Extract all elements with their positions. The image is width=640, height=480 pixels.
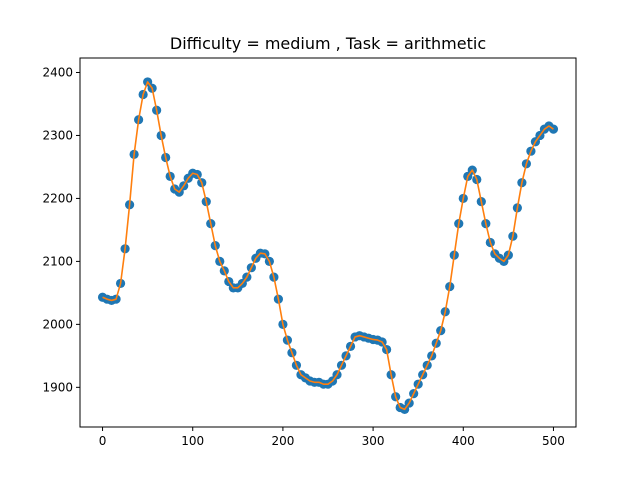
- y-tick-label: 2000: [42, 317, 73, 331]
- y-tick-label: 2300: [42, 128, 73, 142]
- plot-area: [97, 77, 559, 414]
- x-tick-label: 200: [271, 434, 294, 448]
- y-tick-label: 1900: [42, 380, 73, 394]
- x-tick-label: 100: [181, 434, 204, 448]
- series-line: [102, 81, 554, 411]
- y-tick-label: 2200: [42, 191, 73, 205]
- x-tick-label: 400: [452, 434, 475, 448]
- x-tick-label: 500: [542, 434, 565, 448]
- axes: 0 100 200 300 400 500 1900 2000 2100 2200 2300 2400: [42, 57, 577, 448]
- axes-frame: [79, 57, 577, 428]
- x-tick-label: 0: [99, 434, 107, 448]
- x-tick-label: 300: [362, 434, 385, 448]
- y-tick-label: 2100: [42, 254, 73, 268]
- y-tick-label: 2400: [42, 65, 73, 79]
- chart-title: Difficulty = medium , Task = arithmetic: [170, 34, 486, 53]
